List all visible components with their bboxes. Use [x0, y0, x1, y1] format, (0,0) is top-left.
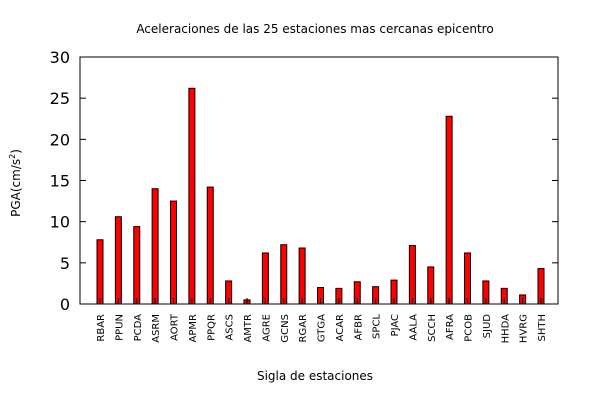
x-tick-label: GTGA — [317, 314, 328, 342]
x-tick-label: APMR — [188, 314, 199, 342]
bar-gcns — [280, 244, 288, 305]
x-tick-label: SHTH — [537, 314, 548, 342]
x-tick-label: ACAR — [335, 314, 346, 341]
y-tick-label: 10 — [50, 213, 70, 232]
x-tick-label: AFRA — [445, 314, 456, 340]
x-tick-label: ASCS — [225, 314, 236, 341]
y-axis: 0 5 10 15 20 25 30 — [50, 48, 558, 314]
x-tick-label: PPQR — [206, 314, 217, 341]
x-tick-label: AORT — [170, 313, 181, 341]
x-tick-label: HHDA — [500, 314, 511, 344]
bar-asrm — [151, 188, 159, 305]
y-tick-label: 20 — [50, 130, 70, 149]
bar-rbar — [96, 239, 104, 305]
bar-pcda — [133, 226, 141, 305]
x-tick-label: AALA — [408, 314, 419, 341]
y-tick-label: 25 — [50, 89, 70, 108]
x-tick-label: AMTR — [243, 314, 254, 343]
x-tick-label: AFBR — [353, 314, 364, 340]
x-tick-label: PCDA — [133, 314, 144, 342]
x-axis: RBAR PPUN PCDA ASRM AORT APMR PPQR ASCS AMTR AGRE… — [96, 298, 548, 343]
x-tick-label: SJUD — [482, 314, 493, 339]
x-tick-label: RBAR — [96, 314, 107, 342]
x-tick-label: SPCL — [372, 314, 383, 339]
x-tick-label: GCNS — [280, 314, 291, 343]
y-axis-label: PGA(cm/s2) — [8, 149, 23, 217]
bar-aort — [170, 200, 177, 305]
y-tick-label: 30 — [50, 48, 70, 67]
y-tick-label: 5 — [60, 254, 70, 273]
x-axis-label: Sigla de estaciones — [257, 369, 373, 383]
bar-afra — [445, 115, 453, 305]
x-tick-label: RGAR — [298, 314, 309, 343]
bar-apmr — [188, 87, 196, 305]
x-tick-label: SCCH — [427, 314, 438, 342]
bar-agre — [261, 252, 269, 305]
chart-title: Aceleraciones de las 25 estaciones mas c… — [136, 22, 493, 36]
bar-aala — [408, 245, 416, 305]
bar-ppun — [114, 216, 122, 305]
bar-rgar — [298, 247, 306, 305]
x-tick-label: PCOB — [464, 314, 475, 342]
y-tick-label: 15 — [50, 172, 70, 191]
x-tick-label: ASRM — [151, 314, 162, 343]
x-tick-label: HVRG — [519, 314, 530, 343]
x-tick-label: PPUN — [114, 314, 125, 341]
bar-pcob — [464, 252, 471, 305]
x-tick-label: AGRE — [261, 314, 272, 342]
bars — [96, 87, 545, 305]
bar-ppqr — [206, 186, 214, 305]
y-tick-label: 0 — [60, 295, 70, 314]
x-tick-label: PJAC — [390, 314, 401, 336]
